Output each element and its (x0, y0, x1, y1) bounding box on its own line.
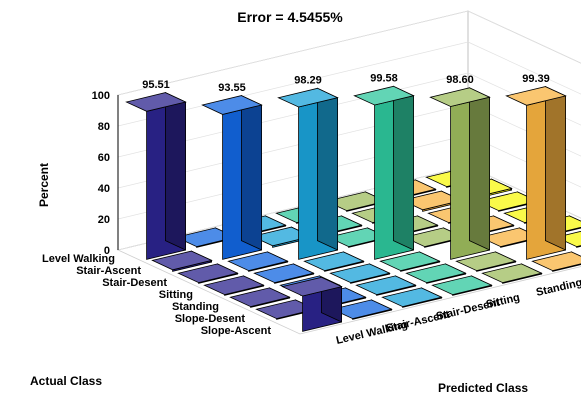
gridline-back (117, 10, 469, 96)
bar-a6-p1 (331, 299, 393, 320)
bar-top-face (429, 87, 491, 107)
bar-top-face (253, 263, 315, 284)
bar-top-face (201, 95, 263, 115)
bar-top-face (355, 275, 417, 296)
predicted-class-label: Sitting (485, 292, 521, 311)
chart-title: Error = 4.5455% (237, 9, 343, 25)
bar-a5-p5 (505, 85, 567, 260)
actual-class-label: Standing (172, 301, 219, 313)
bar-top-face (555, 230, 581, 248)
bar-side-face (468, 87, 491, 251)
bar-a2-p2 (277, 87, 339, 260)
bar-a4-p3 (379, 251, 441, 272)
bar-a5-p3 (405, 263, 467, 284)
z-tick-label: 100 (92, 90, 110, 102)
bar-a6-p2 (381, 287, 443, 308)
axis-planes (116, 10, 581, 335)
y-axis-label: Predicted Class (438, 381, 528, 395)
x-axis-label: Actual Class (30, 374, 102, 388)
bar-a6-p4 (481, 263, 543, 284)
z-tick-label: 60 (98, 152, 110, 164)
bar-a1-p0 (151, 250, 213, 272)
bar-a3-p3 (353, 85, 415, 260)
bar-top-face (227, 251, 289, 272)
z-tick-label: 20 (98, 214, 110, 226)
bar-a3-p1 (253, 263, 315, 284)
bar-top-face (281, 276, 343, 297)
bar-a6-p3 (431, 275, 493, 296)
bar-top-face (431, 275, 493, 296)
bar-a2-p1 (227, 251, 289, 272)
gridline-side (467, 41, 581, 95)
bar-side-face (164, 91, 187, 251)
gridline-side (467, 10, 581, 64)
bar-side-face (240, 94, 263, 251)
bar-a6-p5 (531, 251, 581, 272)
bar-top-face (229, 287, 291, 308)
bar-top-face (125, 92, 187, 112)
bar-top-face (151, 250, 213, 271)
value-label: 99.39 (522, 73, 550, 85)
bar-top-face (505, 86, 567, 106)
z-axis-label: Percent (37, 163, 51, 207)
bar-top-face (329, 263, 391, 284)
z-tick-label: 40 (98, 183, 110, 195)
bar-top-face (531, 251, 581, 272)
bar-top-face (379, 251, 441, 272)
bar-a5-p6 (555, 230, 581, 248)
bar-top-face (331, 299, 393, 320)
bar-a0-p0 (125, 91, 187, 260)
value-label: 99.58 (370, 73, 398, 85)
z-tick-label: 0 (104, 245, 110, 257)
bar-top-face (177, 263, 239, 284)
value-label: 95.51 (142, 79, 170, 91)
actual-class-label: Sitting (159, 289, 193, 301)
bar-top-face (203, 275, 265, 296)
bar-a4-p4 (429, 87, 491, 260)
actual-class-label: Level Walking (42, 253, 115, 265)
predicted-class-label: Standing (535, 277, 581, 299)
bar-top-face (353, 85, 415, 106)
actual-class-label: Stair-Desent (102, 277, 167, 289)
bar-top-face (481, 263, 543, 284)
value-label: 98.60 (446, 74, 474, 86)
value-label: 93.55 (218, 82, 246, 94)
side-wall (467, 10, 581, 219)
actual-class-label: Slope-Ascent (201, 325, 272, 337)
bar-side-face (316, 87, 339, 251)
value-label: 98.29 (294, 75, 322, 87)
bar-side-face (545, 85, 566, 251)
actual-class-label: Stair-Ascent (76, 265, 141, 277)
actual-class-label: Slope-Desent (175, 313, 246, 325)
bar-top-face (303, 251, 365, 272)
bar-a3-p2 (303, 251, 365, 272)
bar-top-face (455, 251, 517, 272)
bar-top-face (405, 263, 467, 284)
bar-a5-p4 (455, 251, 517, 272)
bar-top-face (381, 287, 443, 308)
z-tick-label: 80 (98, 121, 110, 133)
bar-a5-p2 (355, 275, 417, 296)
bar-a6-p0 (281, 276, 343, 332)
bar-a4-p0 (229, 287, 291, 308)
bar-side-face (392, 85, 415, 251)
bar-a1-p1 (201, 94, 263, 260)
bar-a3-p0 (203, 275, 265, 296)
bar-a2-p0 (177, 263, 239, 284)
bar-top-face (277, 87, 339, 108)
bar-a4-p2 (329, 263, 391, 284)
bars (125, 85, 581, 332)
